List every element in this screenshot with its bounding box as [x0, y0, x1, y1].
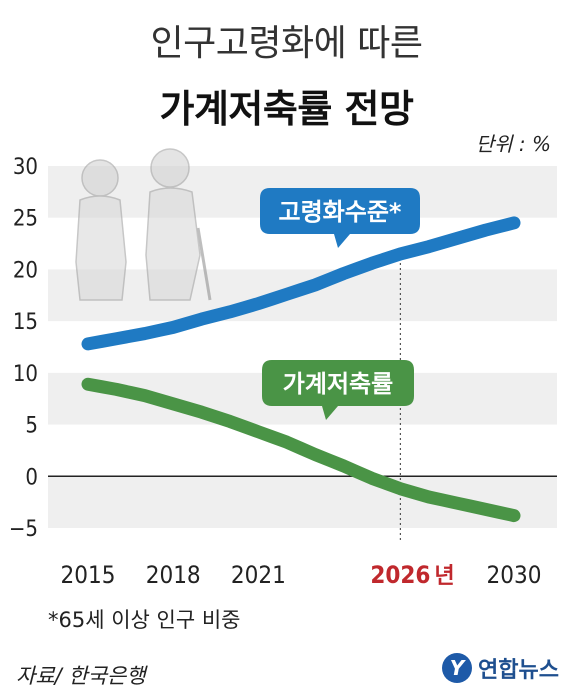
series-label-saving: 가계저축률: [283, 370, 393, 398]
y-tick-label: 30: [13, 155, 38, 180]
chart-title-line1: 인구고령화에 따른: [150, 23, 423, 64]
callout-box: [262, 360, 414, 420]
y-tick-label: 20: [13, 258, 38, 283]
callout-box: [260, 188, 420, 248]
x-tick-label: 2018: [146, 561, 201, 589]
x-tick-label: 2030: [487, 561, 542, 589]
callout-aging: 고령화수준*: [260, 188, 420, 248]
x-tick-label: 2015: [61, 561, 116, 589]
series-label-aging: 고령화수준*: [279, 198, 402, 226]
series-lines: [81, 216, 521, 523]
y-tick-label: −5: [9, 517, 38, 542]
x-tick-label: 2026: [370, 561, 430, 589]
yonhap-logo-icon: Y: [442, 653, 473, 683]
x-tick-suffix: 년: [434, 564, 454, 589]
chart-title: 가계저축률 전망: [159, 87, 414, 131]
source-credit: 자료/ 한국은행: [16, 664, 146, 688]
y-tick-label: 5: [25, 414, 38, 439]
x-axis: 2015 2018 2021 2026 년 2030: [61, 561, 542, 589]
series-callouts: 고령화수준* 가계저축률: [260, 188, 420, 420]
x-tick-label: 2021: [231, 561, 286, 589]
logo-text: 연합뉴스: [478, 658, 559, 683]
callout-saving: 가계저축률: [262, 360, 414, 420]
series-line-aging: [81, 216, 521, 351]
yonhap-logo: Y 연합뉴스: [442, 652, 559, 684]
elderly-couple-illustration: [75, 148, 212, 301]
series-line-saving: [81, 377, 521, 523]
footnote: *65세 이상 인구 비중: [48, 608, 241, 632]
y-axis: 30 25 20 15 10 5 0 −5: [9, 155, 38, 542]
y-tick-label: 15: [13, 310, 38, 335]
y-tick-label: 10: [13, 362, 38, 387]
y-tick-label: 25: [13, 207, 38, 232]
y-tick-label: 0: [25, 465, 38, 490]
unit-label: 단위 : %: [475, 132, 551, 156]
